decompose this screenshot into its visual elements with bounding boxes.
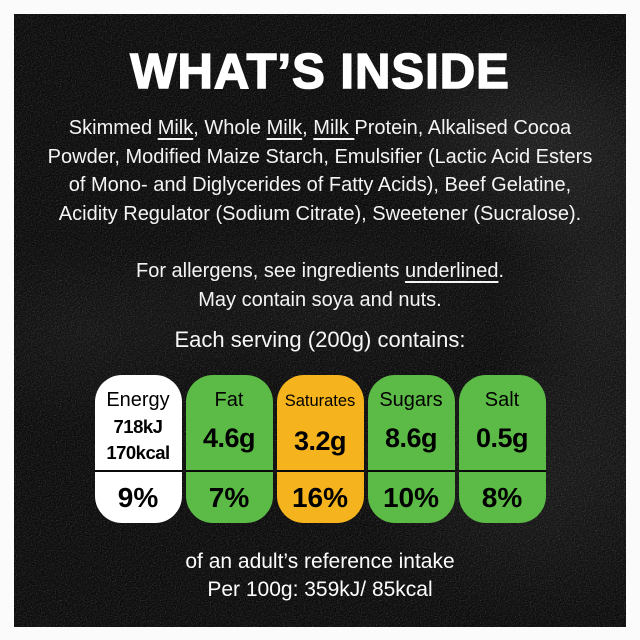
ingredients-paragraph: Skimmed Milk, Whole Milk, Milk Protein, … — [47, 117, 593, 225]
allergen-note: For allergens, see ingredients underline… — [135, 260, 505, 282]
pill-value: 8.6g — [384, 423, 438, 453]
pill-value-kcal: 170kcal — [106, 442, 170, 463]
may-contain-note: May contain soya and nuts. — [198, 289, 442, 311]
serving-heading: Each serving (200g) contains: — [174, 327, 466, 352]
pill-value: 0.5g — [475, 423, 529, 453]
pill-value-kj: 718kJ — [113, 416, 163, 437]
pill-label: Saturates — [284, 392, 356, 410]
label-content: WHAT’S INSIDE Skimmed Milk, Whole Milk, … — [14, 14, 626, 627]
traffic-light-panel: Energy 718kJ 170kcal 9% Fat 4.6g 7% Sa — [14, 375, 626, 523]
nutrition-pill-salt: Salt 0.5g 8% — [458, 375, 546, 523]
pill-label: Salt — [484, 389, 520, 411]
allergen-milk-2: Milk — [266, 117, 303, 139]
nutrition-pill-saturates: Saturates 3.2g 16% — [276, 375, 364, 523]
pill-percent: 9% — [94, 470, 182, 523]
reference-intake-note: of an adult’s reference intake — [185, 550, 455, 573]
pill-label: Energy — [106, 389, 170, 411]
pill-percent: 10% — [367, 470, 455, 523]
pill-percent: 8% — [458, 470, 546, 523]
pill-percent: 16% — [276, 470, 364, 523]
ingredients-text: Skimmed — [68, 117, 158, 139]
nutrition-pill-energy: Energy 718kJ 170kcal 9% — [94, 375, 182, 523]
nutrition-pill-fat: Fat 4.6g 7% — [185, 375, 273, 523]
pill-value: 4.6g — [202, 423, 256, 453]
label-panel: WHAT’S INSIDE Skimmed Milk, Whole Milk, … — [14, 14, 626, 627]
nutrition-pill-sugars: Sugars 8.6g 10% — [367, 375, 455, 523]
pill-label: Fat — [214, 389, 244, 411]
pill-label: Sugars — [379, 389, 443, 411]
pill-percent: 7% — [185, 470, 273, 523]
allergen-milk-3: Milk — [313, 117, 355, 139]
per-100g-note: Per 100g: 359kJ/ 85kcal — [207, 578, 433, 601]
allergen-milk-1: Milk — [157, 117, 194, 139]
label-title: WHAT’S INSIDE — [129, 44, 510, 100]
underlined-word: underlined — [405, 260, 499, 282]
pill-value: 3.2g — [293, 426, 347, 456]
